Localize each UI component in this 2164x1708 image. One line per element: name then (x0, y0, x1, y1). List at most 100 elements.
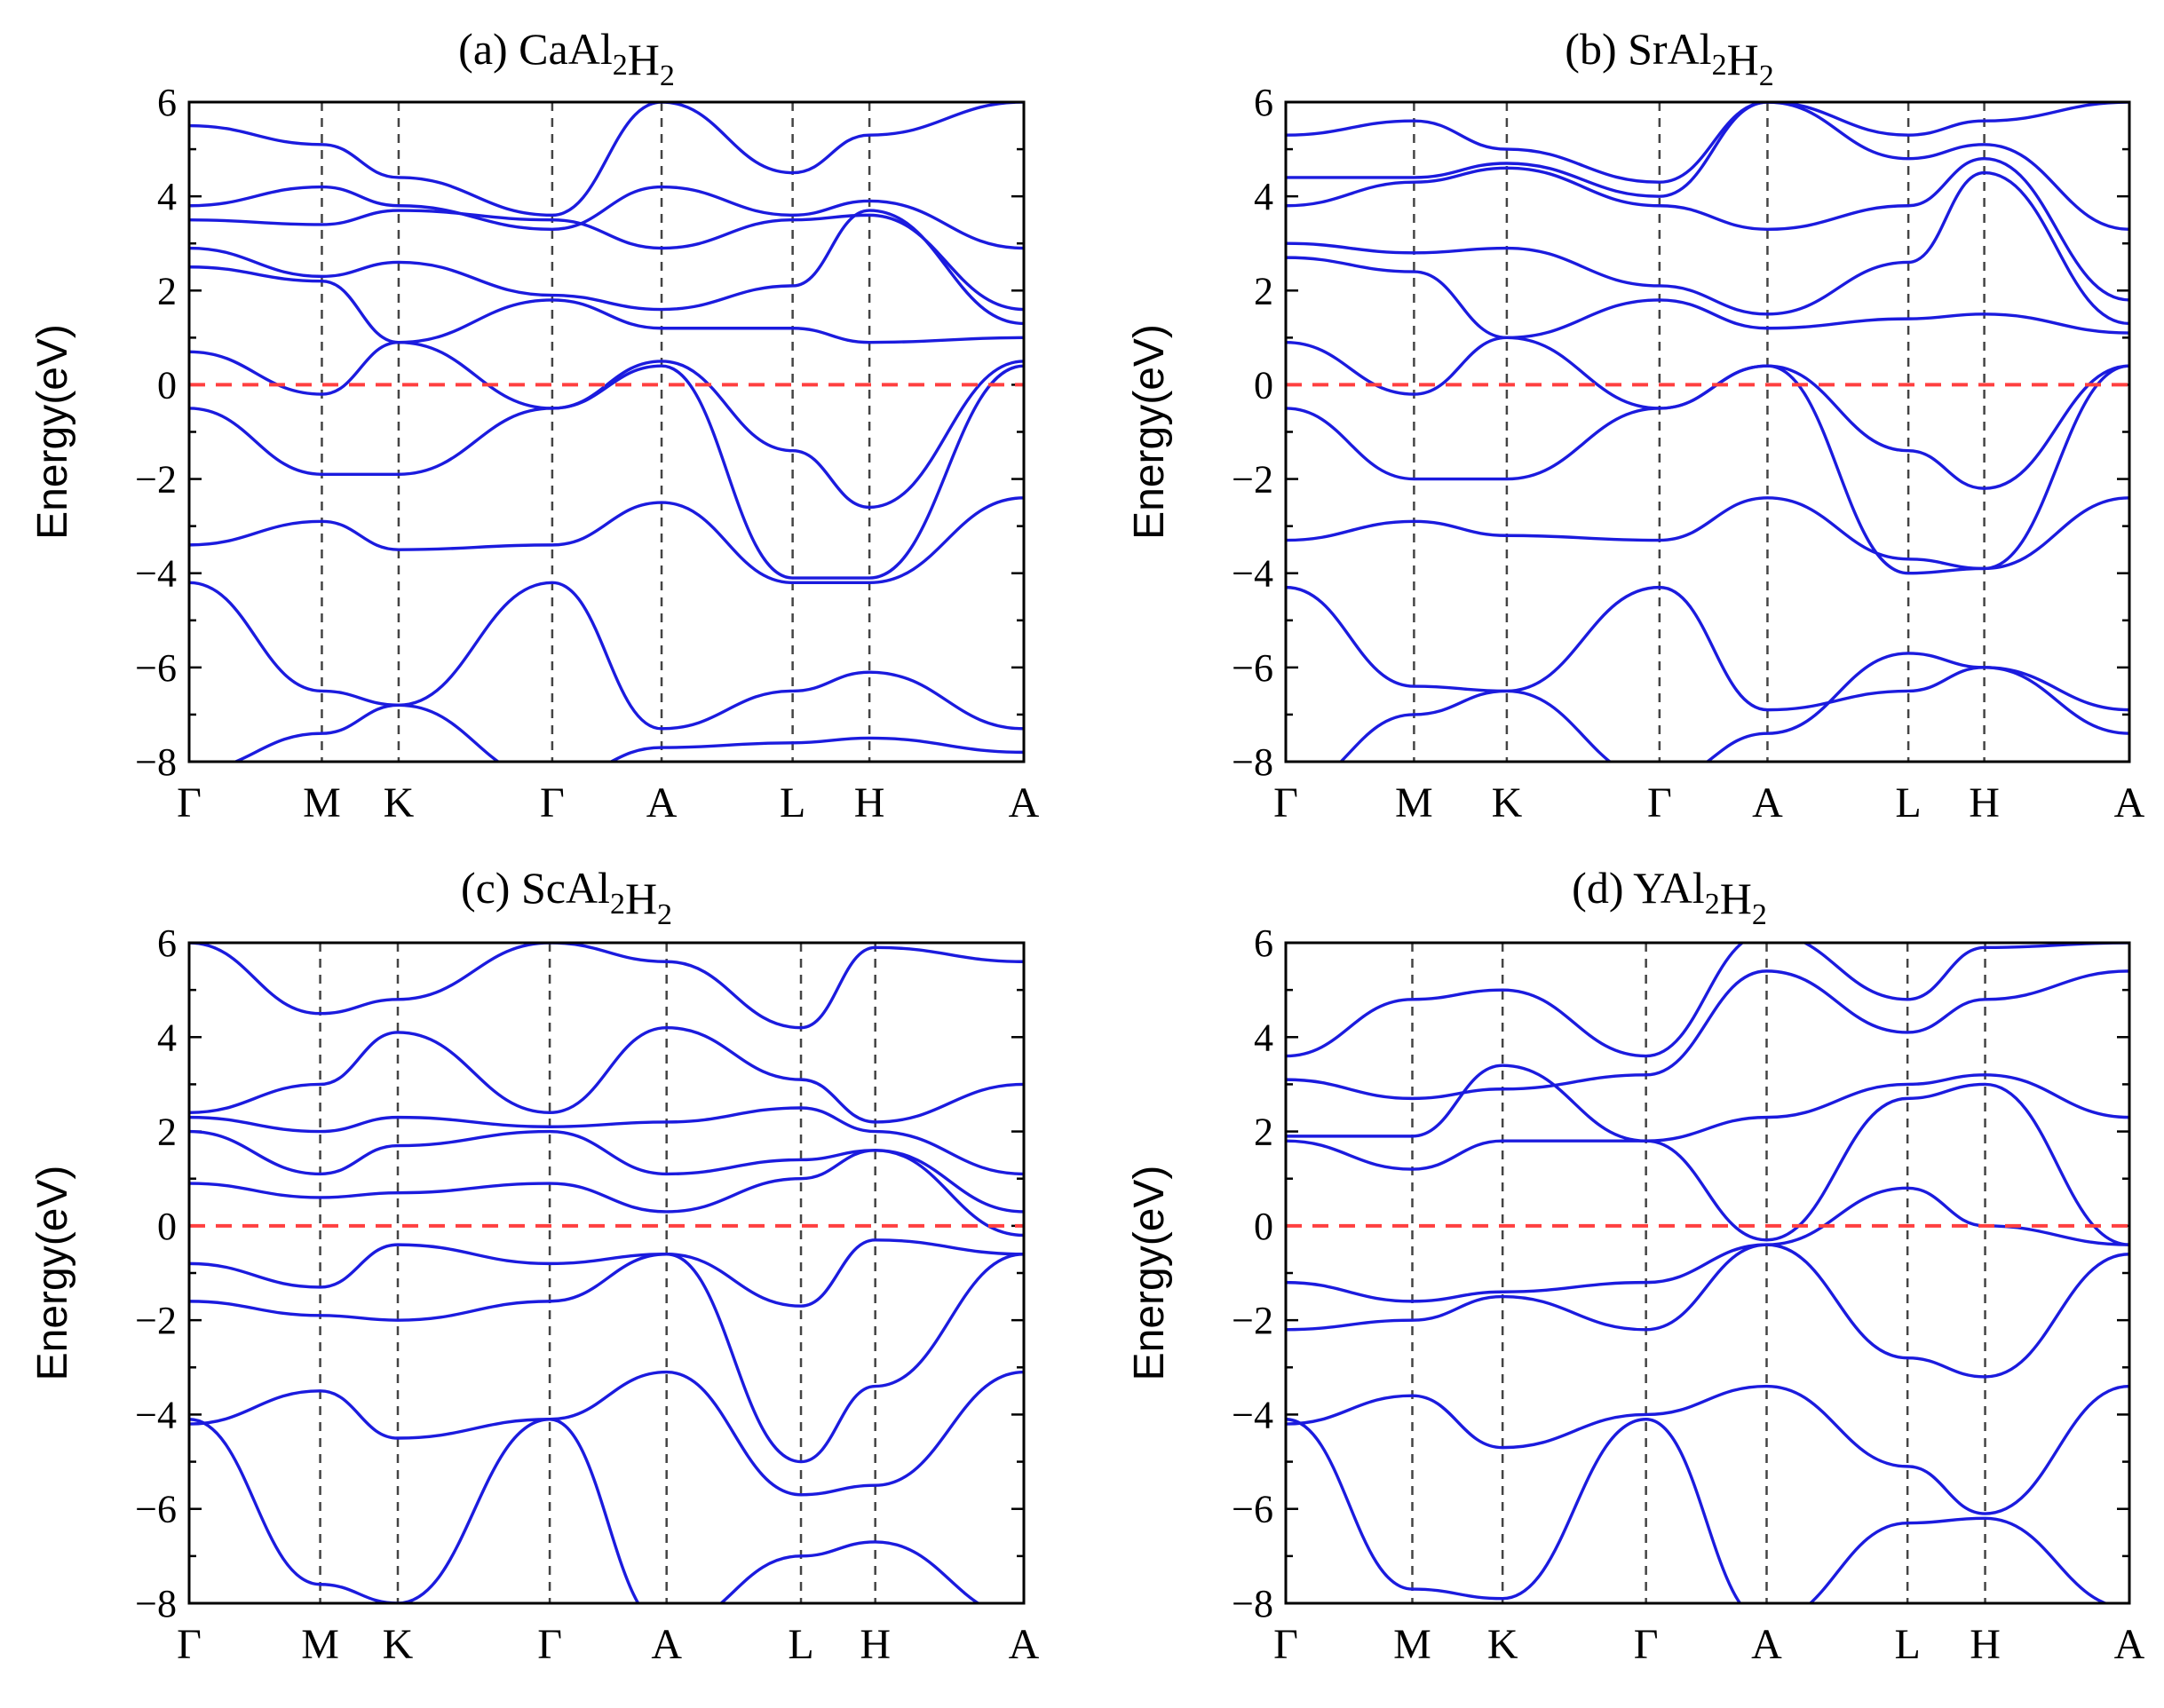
y-axis-label: Energy(eV) (1126, 1166, 1173, 1381)
formula-subscript: 2 (1705, 888, 1720, 921)
plot-frame (187, 941, 1026, 1605)
y-tick-label: 6 (157, 81, 177, 124)
band-line (1286, 1384, 2129, 1515)
band-line (189, 943, 1024, 1030)
kpoint-label: K (383, 1621, 414, 1668)
y-tick-label: −2 (1232, 1299, 1273, 1342)
panel-title: (a) CaAl2H2 (458, 24, 675, 92)
band-line (1286, 496, 2129, 571)
panel-title: (b) SrAl2H2 (1565, 24, 1773, 92)
y-tick-label: 6 (157, 921, 177, 965)
band-line (189, 340, 1024, 510)
kpoint-label: M (1393, 1621, 1431, 1668)
y-tick-label: 2 (157, 1111, 177, 1154)
y-tick-label: −8 (1232, 1582, 1273, 1625)
y-tick-label: 4 (157, 1016, 177, 1059)
band-line (1286, 256, 2129, 340)
band-line (189, 581, 1024, 731)
band-line (189, 1025, 1024, 1124)
y-tick-label: −6 (135, 1488, 177, 1531)
kpoint-label: A (2114, 1621, 2145, 1668)
kpoint-label: M (301, 1621, 339, 1668)
y-tick-label: −2 (1232, 458, 1273, 502)
band-line (1286, 102, 2129, 184)
y-tick-label: 2 (1254, 269, 1273, 312)
title-prefix: (a) (458, 24, 519, 74)
formula-element: H (1727, 35, 1759, 84)
band-line (1338, 652, 2129, 762)
formula-element: SrAl (1628, 24, 1711, 74)
band-line (189, 1129, 1024, 1214)
y-tick-label: −6 (1232, 646, 1273, 690)
formula-subscript: 2 (613, 49, 628, 82)
formula-element: H (1720, 874, 1752, 923)
y-tick-label: −8 (135, 1582, 177, 1625)
title-prefix: (b) (1565, 24, 1628, 74)
y-tick-label: −4 (135, 1393, 177, 1436)
kpoint-label: H (860, 1621, 891, 1668)
bands-group (189, 102, 1024, 762)
kpoint-label: Γ (540, 779, 565, 826)
y-tick-label: 4 (1254, 175, 1273, 218)
band-line (189, 1418, 981, 1603)
band-line (189, 102, 1024, 217)
kpoint-label: A (646, 779, 678, 826)
kpoint-label: L (1894, 1621, 1920, 1668)
y-tick-label: −4 (1232, 1393, 1273, 1436)
y-tick-label: −4 (1232, 552, 1273, 596)
formula-element: YAl (1633, 863, 1705, 913)
band-line (232, 703, 1024, 762)
title-prefix: (c) (461, 863, 521, 913)
band-line (189, 209, 1024, 326)
kpoint-label: Γ (177, 1621, 202, 1668)
y-tick-label: −2 (135, 458, 177, 502)
band-line (189, 209, 1024, 312)
band-line (1286, 336, 2129, 490)
band-line (1286, 156, 2129, 302)
formula-element: H (628, 35, 660, 84)
formula-subscript: 2 (1759, 59, 1774, 92)
y-tick-label: 4 (157, 175, 177, 218)
kpoint-label: A (1009, 1621, 1040, 1668)
kpoint-label: A (651, 1621, 682, 1668)
y-tick-label: 0 (1254, 1205, 1273, 1248)
kpoint-label: A (1752, 779, 1783, 826)
kpoint-label: M (303, 779, 341, 826)
plot-frame (1284, 941, 2131, 1605)
formula-element: ScAl (521, 863, 610, 913)
band-line (189, 1253, 1024, 1464)
band-line (189, 364, 1024, 580)
kpoint-label: A (1751, 1621, 1782, 1668)
band-line (1286, 364, 2129, 575)
formula-subscript: 2 (610, 888, 625, 921)
bands-group (1286, 102, 2129, 762)
band-line (189, 185, 1024, 250)
kpoint-label: Γ (1273, 1621, 1298, 1668)
band-line (1286, 170, 2129, 326)
formula-subscript: 2 (660, 59, 675, 92)
band-line (189, 496, 1024, 585)
band-line (189, 1106, 1024, 1176)
band-line (1286, 1418, 2110, 1603)
kpoint-label: L (788, 1621, 813, 1668)
title-prefix: (d) (1572, 863, 1633, 913)
formula-element: H (625, 874, 657, 923)
kpoint-label: Γ (1273, 779, 1298, 826)
formula-subscript: 2 (1752, 898, 1767, 931)
y-tick-label: −8 (1232, 740, 1273, 784)
y-tick-label: −6 (1232, 1488, 1273, 1531)
kpoint-label: Γ (1634, 1621, 1659, 1668)
y-tick-label: −2 (135, 1299, 177, 1342)
y-tick-label: −8 (135, 740, 177, 784)
kpoint-label: Γ (537, 1621, 562, 1668)
band-line (189, 265, 1024, 344)
bands-group (1286, 943, 2129, 1603)
y-tick-label: 2 (157, 269, 177, 312)
band-line (189, 1149, 1024, 1238)
y-axis-label: Energy(eV) (29, 324, 76, 540)
band-line (1286, 1082, 2129, 1246)
band-line (189, 1238, 1024, 1308)
y-tick-label: 2 (1254, 1111, 1273, 1154)
